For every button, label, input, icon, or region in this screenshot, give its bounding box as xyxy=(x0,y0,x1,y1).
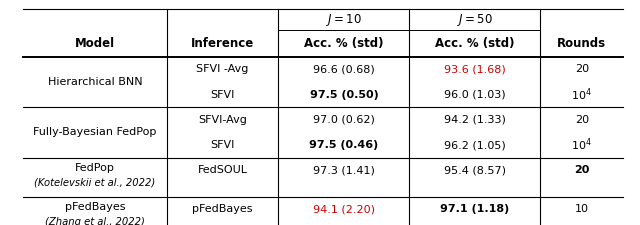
Text: 95.4 (8.57): 95.4 (8.57) xyxy=(444,165,506,175)
Text: Acc. % (std): Acc. % (std) xyxy=(304,37,384,50)
Text: Fully-Bayesian FedPop: Fully-Bayesian FedPop xyxy=(33,127,157,137)
Text: 10: 10 xyxy=(575,205,589,214)
Text: $10^4$: $10^4$ xyxy=(572,137,592,153)
Text: $10^4$: $10^4$ xyxy=(572,86,592,103)
Text: 20: 20 xyxy=(575,64,589,74)
Text: 93.6 (1.68): 93.6 (1.68) xyxy=(444,64,506,74)
Text: pFedBayes: pFedBayes xyxy=(65,202,125,212)
Text: Acc. % (std): Acc. % (std) xyxy=(435,37,515,50)
Text: 94.2 (1.33): 94.2 (1.33) xyxy=(444,115,506,125)
Text: FedPop: FedPop xyxy=(75,163,115,173)
Text: 97.5 (0.46): 97.5 (0.46) xyxy=(309,140,379,150)
Text: Rounds: Rounds xyxy=(557,37,606,50)
Text: 20: 20 xyxy=(575,115,589,125)
Text: 97.3 (1.41): 97.3 (1.41) xyxy=(313,165,375,175)
Text: 94.1 (2.20): 94.1 (2.20) xyxy=(313,205,375,214)
Text: $J = 50$: $J = 50$ xyxy=(457,12,493,28)
Text: SFVI-Avg: SFVI-Avg xyxy=(198,115,247,125)
Text: (Kotelevskii et al., 2022): (Kotelevskii et al., 2022) xyxy=(35,178,156,188)
Text: $J = 10$: $J = 10$ xyxy=(326,12,362,28)
Text: 97.5 (0.50): 97.5 (0.50) xyxy=(310,90,378,100)
Text: SFVI: SFVI xyxy=(211,90,235,100)
Text: 96.2 (1.05): 96.2 (1.05) xyxy=(444,140,506,150)
Text: Inference: Inference xyxy=(191,37,254,50)
Text: SFVI: SFVI xyxy=(211,140,235,150)
Text: 96.0 (1.03): 96.0 (1.03) xyxy=(444,90,506,100)
Text: 97.0 (0.62): 97.0 (0.62) xyxy=(313,115,375,125)
Text: 96.6 (0.68): 96.6 (0.68) xyxy=(313,64,375,74)
Text: pFedBayes: pFedBayes xyxy=(193,205,253,214)
Text: SFVI -Avg: SFVI -Avg xyxy=(196,64,249,74)
Text: Hierarchical BNN: Hierarchical BNN xyxy=(47,77,142,87)
Text: Model: Model xyxy=(75,37,115,50)
Text: 20: 20 xyxy=(574,165,589,175)
Text: (Zhang et al., 2022): (Zhang et al., 2022) xyxy=(45,217,145,225)
Text: FedSOUL: FedSOUL xyxy=(198,165,248,175)
Text: 97.1 (1.18): 97.1 (1.18) xyxy=(440,205,509,214)
